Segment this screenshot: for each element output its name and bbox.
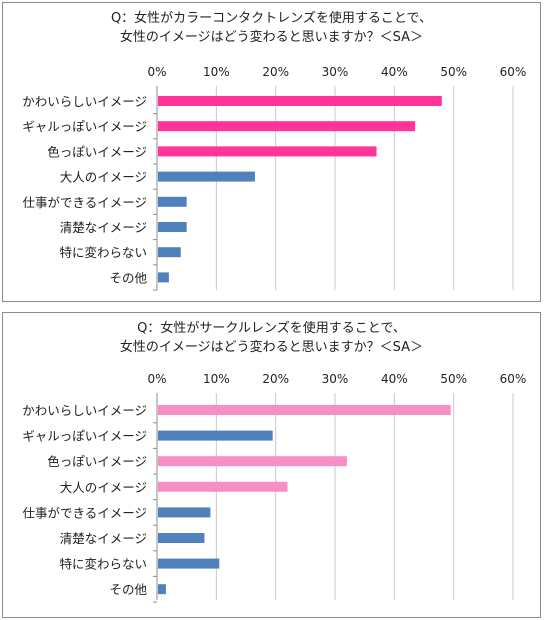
category-label: ギャルっぽいイメージ	[22, 429, 147, 444]
bar	[158, 171, 255, 182]
category-label: 清楚なイメージ	[60, 531, 147, 546]
x-tick-label: 50%	[440, 372, 467, 386]
x-tick-label: 10%	[203, 65, 230, 79]
bar	[158, 430, 273, 441]
category-label: 特に変わらない	[59, 245, 147, 260]
x-tick-label: 20%	[262, 372, 289, 386]
bar	[158, 584, 166, 595]
category-label: その他	[109, 270, 147, 285]
category-label: 大人のイメージ	[60, 170, 147, 185]
chart-title-line1: Q：女性がサークルレンズを使用することで、	[137, 321, 406, 336]
chart-title-line2: 女性のイメージはどう変わると思いますか？＜SA＞	[119, 340, 424, 355]
x-tick-label: 60%	[500, 65, 527, 79]
category-label: 特に変わらない	[59, 557, 147, 572]
x-tick-label: 50%	[440, 65, 467, 79]
bar	[158, 222, 187, 232]
bar	[158, 146, 377, 157]
x-tick-label: 30%	[322, 65, 349, 79]
category-label: 大人のイメージ	[60, 480, 147, 495]
category-label: 仕事ができるイメージ	[22, 195, 147, 210]
x-tick-label: 0%	[147, 65, 166, 79]
category-label: かわいらしいイメージ	[22, 403, 147, 418]
x-tick-label: 40%	[381, 65, 408, 79]
bar	[158, 272, 169, 283]
category-label: ギャルっぽいイメージ	[22, 119, 147, 134]
x-tick-label: 20%	[262, 65, 289, 79]
bar-chart-circle-lens: 0% 10% 20% 30% 40% 50% 60% かわいらしいイメージギャルっぽいイメージ…	[22, 372, 527, 603]
bar	[158, 558, 220, 569]
chart-panel-circle-lens: Q：女性がサークルレンズを使用することで、 女性のイメージはどう変わると思います…	[2, 312, 541, 618]
x-tick-label: 30%	[322, 372, 349, 386]
x-tick-label: 0%	[147, 372, 166, 386]
bar	[158, 456, 347, 467]
x-tick-label: 10%	[203, 372, 230, 386]
bar	[158, 481, 288, 492]
category-label: 色っぽいイメージ	[47, 144, 147, 159]
x-tick-label: 40%	[381, 372, 408, 386]
bar-chart-color-contact: 0% 10% 20% 30% 40% 50% 60% かわいらしいイメージギャルっぽいイメージ…	[22, 65, 527, 291]
x-tick-label: 60%	[500, 372, 527, 386]
chart-title-line1: Q：女性がカラーコンタクトレンズを使用することで、	[110, 11, 433, 26]
chart-title: Q：女性がカラーコンタクトレンズを使用することで、 女性のイメージはどう変わると…	[3, 9, 540, 47]
category-label: 仕事ができるイメージ	[22, 505, 147, 520]
category-label: その他	[109, 582, 147, 597]
category-label: かわいらしいイメージ	[22, 94, 147, 109]
chart-panel-color-contact: Q：女性がカラーコンタクトレンズを使用することで、 女性のイメージはどう変わると…	[2, 2, 541, 302]
bar	[158, 121, 416, 132]
bar	[158, 405, 451, 415]
chart-title-line2: 女性のイメージはどう変わると思いますか？＜SA＞	[119, 30, 424, 45]
bar	[158, 96, 442, 106]
bar	[158, 533, 205, 543]
bar	[158, 247, 181, 258]
category-label: 色っぽいイメージ	[47, 454, 147, 469]
bar	[158, 507, 211, 518]
category-label: 清楚なイメージ	[60, 220, 147, 235]
chart-title: Q：女性がサークルレンズを使用することで、 女性のイメージはどう変わると思います…	[3, 319, 540, 357]
bar	[158, 196, 187, 207]
